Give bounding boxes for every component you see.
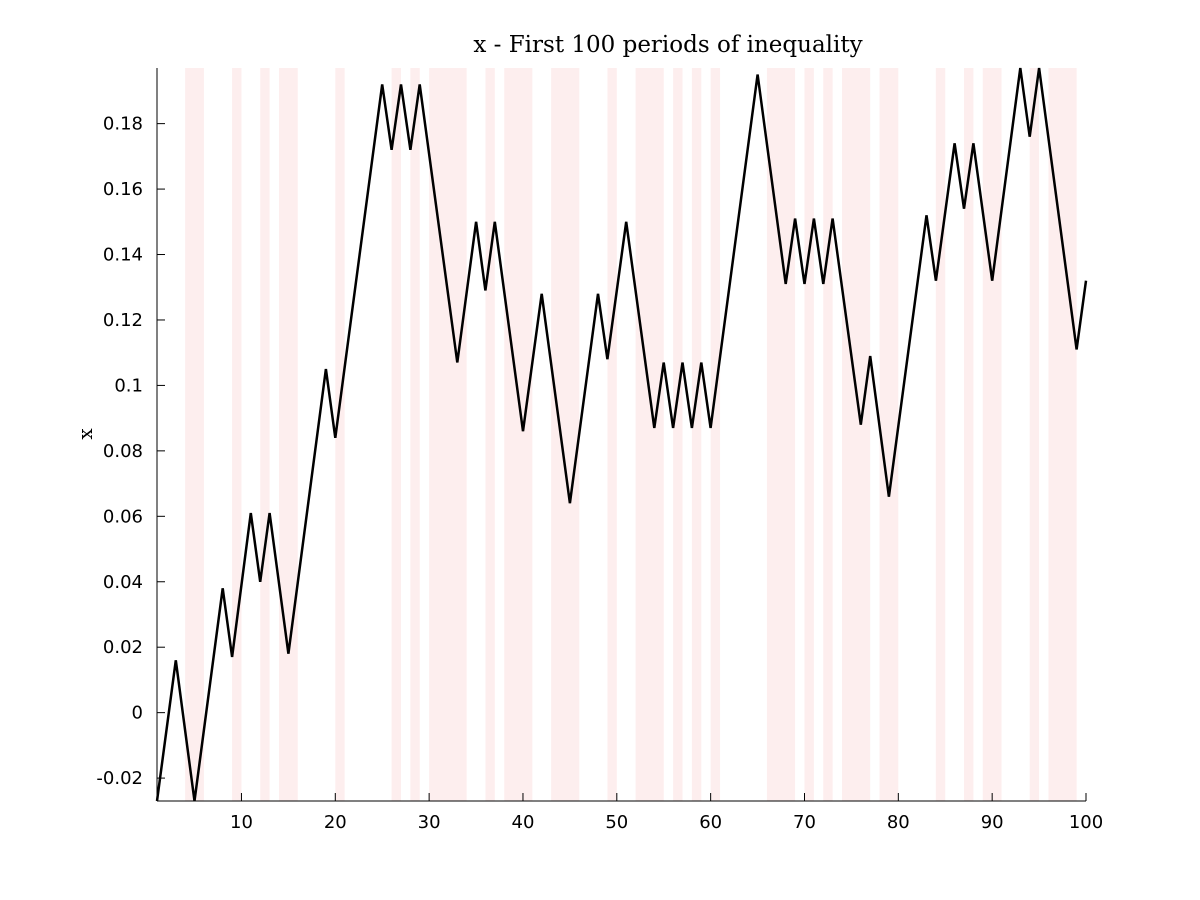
x-tick-label: 60 [699, 812, 722, 833]
x-tick-label: 70 [793, 812, 816, 833]
y-axis-label: x [73, 428, 97, 440]
shaded-period-5 [335, 68, 345, 801]
shaded-period-1 [185, 68, 204, 801]
x-tick-label: 80 [887, 812, 910, 833]
y-tick-label: 0.06 [103, 506, 143, 527]
x-tick-label: 20 [324, 812, 347, 833]
x-tick-label: 40 [512, 812, 535, 833]
y-tick-label: 0.18 [103, 114, 143, 135]
x-tick-label: 30 [418, 812, 441, 833]
shaded-periods [185, 68, 1077, 801]
shaded-period-12 [607, 68, 617, 801]
shaded-period-2 [232, 68, 242, 801]
shaded-period-18 [804, 68, 814, 801]
shaded-period-16 [710, 68, 721, 801]
y-tick-label: 0.08 [103, 441, 143, 462]
y-tick-label: 0.1 [114, 375, 143, 396]
shaded-period-3 [260, 68, 270, 801]
x-tick-label: 10 [230, 812, 253, 833]
y-tick-label: 0.04 [103, 572, 143, 593]
shaded-period-8 [429, 68, 467, 801]
y-tick-label: -0.02 [96, 768, 143, 789]
shaded-period-22 [935, 68, 946, 801]
shaded-period-15 [691, 68, 702, 801]
series-line [155, 67, 1088, 802]
shaded-period-25 [1029, 68, 1040, 801]
chart-title: x - First 100 periods of inequality [473, 32, 862, 58]
y-tick-label: 0.16 [103, 179, 143, 200]
shaded-period-4 [278, 68, 298, 801]
shaded-period-9 [485, 68, 495, 801]
shaded-period-17 [766, 68, 796, 801]
shaded-period-10 [504, 68, 533, 801]
axes: 10 20 30 40 50 60 70 80 90 100 -0.02 0 0.02 0.04 0.06 0… [96, 68, 1103, 833]
shaded-period-21 [879, 68, 899, 801]
shaded-period-26 [1048, 68, 1077, 801]
shaded-period-19 [823, 68, 833, 801]
shaded-period-6 [391, 68, 401, 801]
shaded-period-7 [410, 68, 420, 801]
y-tick-label: 0 [132, 703, 143, 724]
shaded-period-23 [964, 68, 974, 801]
x-tick-label: 50 [605, 812, 628, 833]
shaded-period-20 [842, 68, 871, 801]
shaded-period-11 [551, 68, 580, 801]
y-tick-label: 0.02 [103, 637, 143, 658]
shaded-period-24 [982, 68, 1002, 801]
y-tick-label: 0.14 [103, 245, 143, 266]
x-tick-label: 90 [981, 812, 1004, 833]
shaded-period-14 [673, 68, 683, 801]
shaded-period-13 [635, 68, 664, 801]
x-tick-label: 100 [1069, 812, 1103, 833]
y-tick-label: 0.12 [103, 310, 143, 331]
